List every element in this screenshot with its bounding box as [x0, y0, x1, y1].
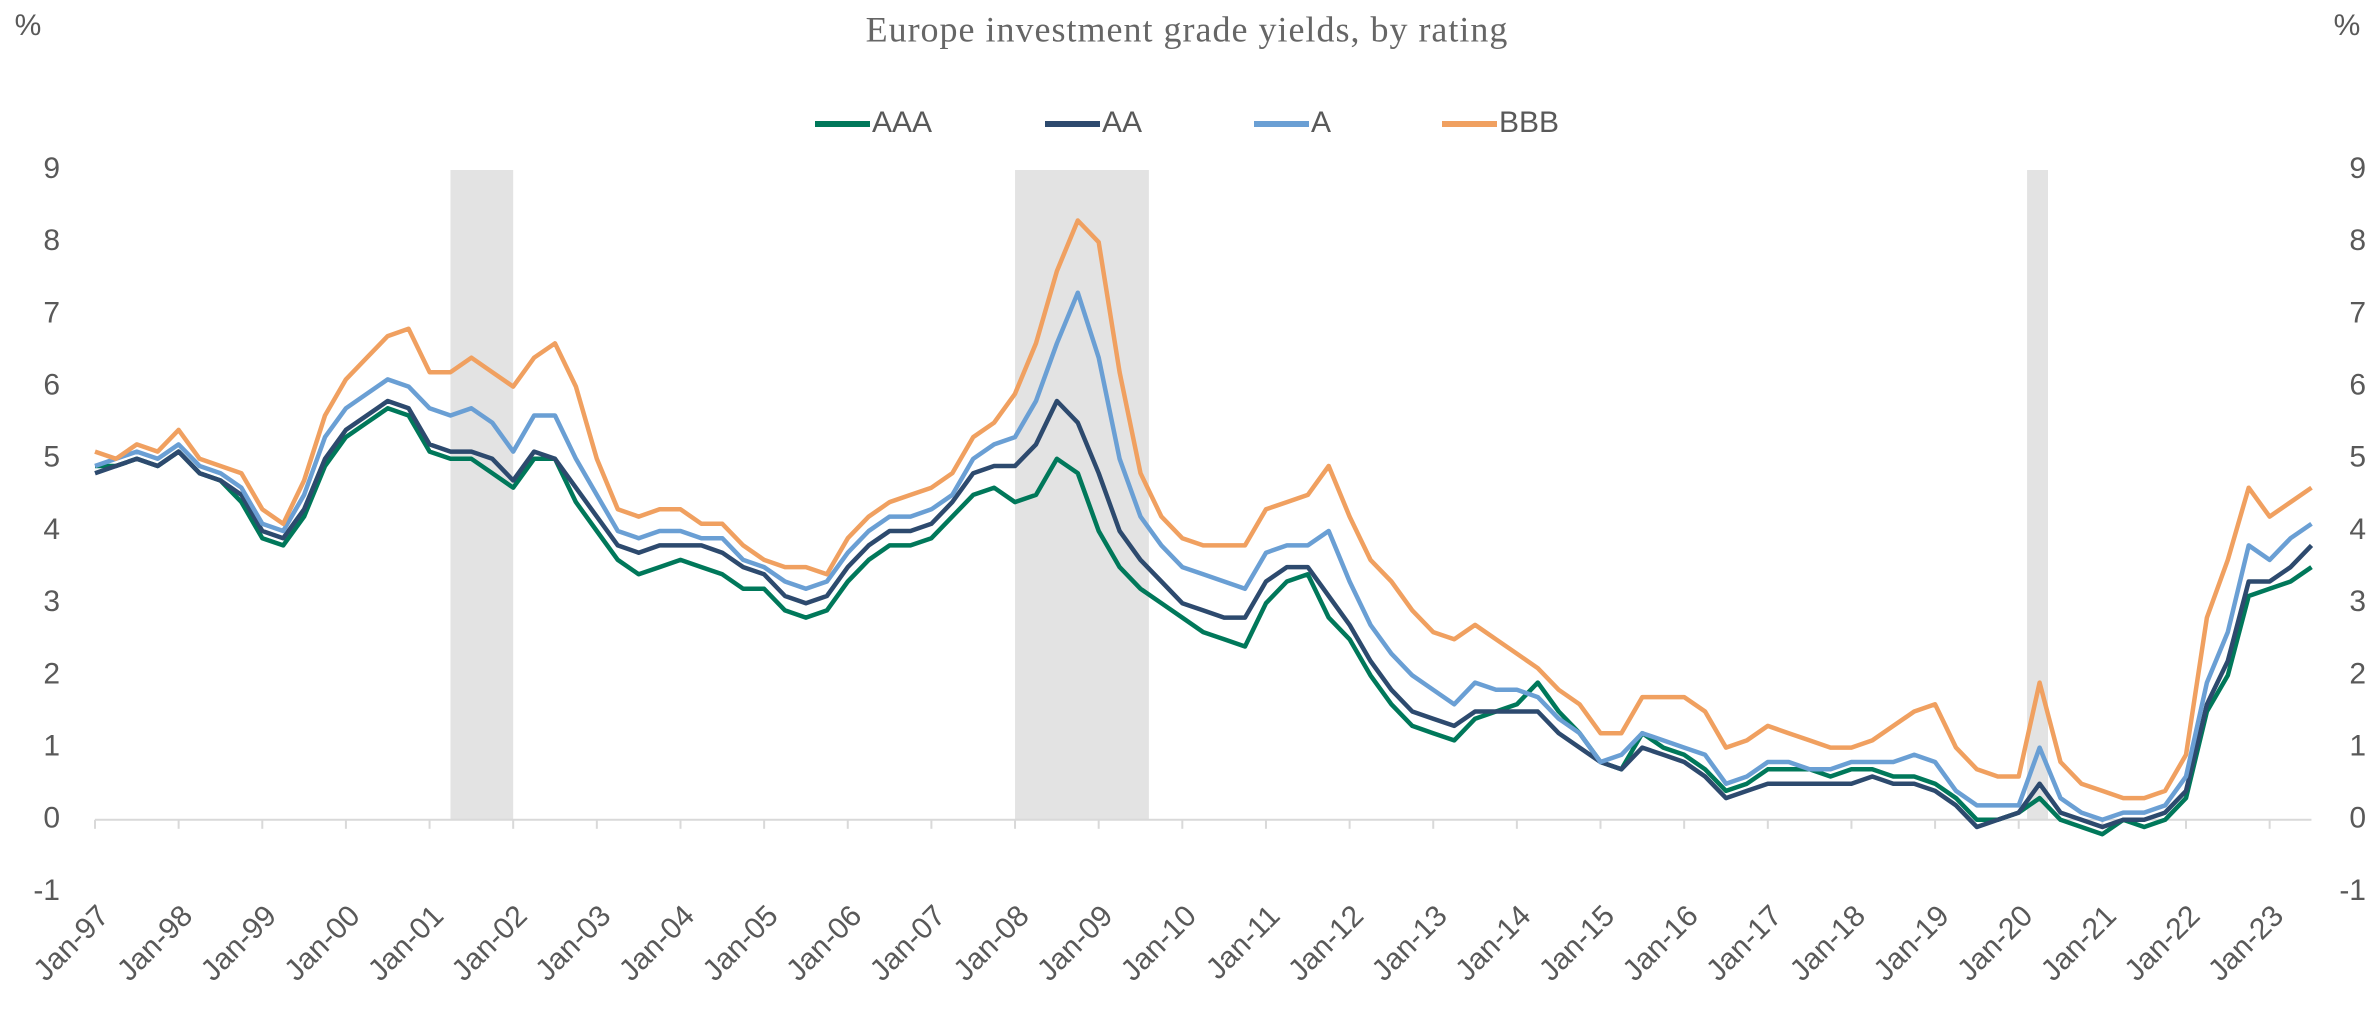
series-line — [95, 406, 2313, 837]
x-tick-label: Jan-19 — [1867, 899, 1955, 987]
y2-axis-label: % — [2334, 9, 2361, 42]
y2-tick-label: 7 — [2349, 296, 2366, 329]
x-tick-label: Jan-09 — [1031, 899, 1119, 987]
y2-tick-label: 0 — [2349, 802, 2366, 835]
y2-tick-label: 5 — [2349, 441, 2366, 474]
x-tick-label: Jan-10 — [1115, 899, 1203, 987]
y-tick-label: 7 — [43, 296, 60, 329]
chart-title: Europe investment grade yields, by ratin… — [866, 9, 1509, 49]
x-tick-label: Jan-16 — [1617, 899, 1705, 987]
x-tick-label: Jan-20 — [1951, 899, 2039, 987]
x-tick-label: Jan-01 — [362, 899, 450, 987]
x-tick-label: Jan-08 — [947, 899, 1035, 987]
x-tick-label: Jan-14 — [1449, 899, 1537, 987]
y-tick-label: 2 — [43, 657, 60, 690]
legend-label: BBB — [1499, 106, 1559, 139]
y2-tick-label: 4 — [2349, 513, 2366, 546]
series-line — [94, 290, 2313, 823]
x-tick-label: Jan-04 — [613, 899, 701, 987]
x-tick-label: Jan-23 — [2202, 899, 2290, 987]
x-tick-label: Jan-21 — [2035, 899, 2123, 987]
y-tick-label: 1 — [43, 730, 60, 763]
shaded-period — [450, 170, 514, 820]
y2-tick-label: 2 — [2349, 657, 2366, 690]
x-tick-label: Jan-99 — [195, 899, 283, 987]
x-tick-label: Jan-18 — [1784, 899, 1872, 987]
y2-tick-label: 8 — [2349, 224, 2366, 257]
series-line — [94, 218, 2313, 801]
y-tick-label: 4 — [43, 513, 60, 546]
y-tick-label: -1 — [33, 874, 60, 907]
x-tick-label: Jan-13 — [1366, 899, 1454, 987]
y-axis-label: % — [15, 9, 42, 42]
y-tick-label: 5 — [43, 441, 60, 474]
x-tick-label: Jan-15 — [1533, 899, 1621, 987]
y-tick-label: 0 — [43, 802, 60, 835]
x-tick-label: Jan-02 — [446, 899, 534, 987]
x-tick-label: Jan-11 — [1200, 899, 1287, 986]
y-tick-label: 9 — [43, 152, 60, 185]
x-tick-label: Jan-06 — [780, 899, 868, 987]
legend-label: AA — [1102, 106, 1142, 139]
x-tick-label: Jan-98 — [111, 899, 199, 987]
y-tick-label: 8 — [43, 224, 60, 257]
x-tick-label: Jan-17 — [1700, 899, 1788, 987]
y2-tick-label: -1 — [2339, 874, 2366, 907]
y2-tick-label: 9 — [2349, 152, 2366, 185]
y-tick-label: 6 — [43, 369, 60, 402]
x-tick-label: Jan-12 — [1282, 899, 1370, 987]
y-tick-label: 3 — [43, 585, 60, 618]
series-line — [94, 398, 2314, 830]
x-tick-label: Jan-00 — [278, 899, 366, 987]
x-tick-label: Jan-22 — [2118, 899, 2206, 987]
y2-tick-label: 6 — [2349, 369, 2366, 402]
x-tick-label: Jan-03 — [529, 899, 617, 987]
shaded-period — [2027, 170, 2048, 820]
y2-tick-label: 3 — [2349, 585, 2366, 618]
y2-tick-label: 1 — [2349, 730, 2366, 763]
legend-label: AAA — [872, 106, 932, 139]
x-tick-label: Jan-97 — [27, 899, 115, 987]
legend-label: A — [1311, 106, 1331, 139]
x-tick-label: Jan-07 — [864, 899, 952, 987]
x-tick-label: Jan-05 — [696, 899, 784, 987]
